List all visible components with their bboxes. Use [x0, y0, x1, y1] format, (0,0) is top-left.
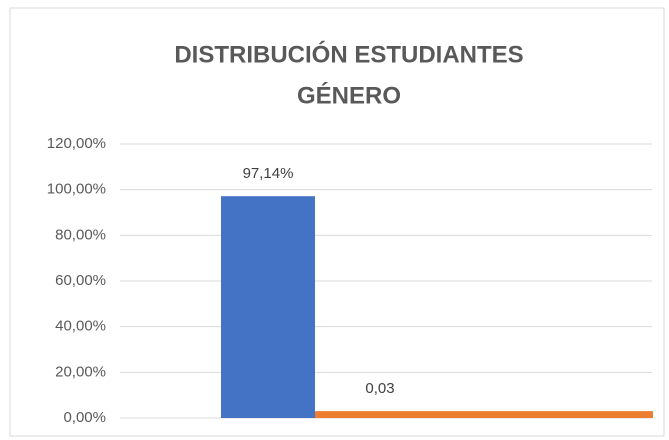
y-tick-label: 100,00% — [47, 181, 106, 198]
bar — [315, 411, 653, 418]
y-tick-label: 60,00% — [55, 272, 106, 289]
bar — [221, 196, 315, 418]
chart-title: DISTRIBUCIÓN ESTUDIANTES — [174, 40, 523, 68]
data-label: 97,14% — [243, 165, 294, 182]
y-tick-label: 0,00% — [63, 409, 106, 426]
chart-title: GÉNERO — [297, 81, 401, 109]
chart-border — [9, 7, 665, 437]
y-tick-label: 20,00% — [55, 363, 106, 380]
data-label: 0,03 — [365, 380, 394, 397]
y-tick-label: 80,00% — [55, 226, 106, 243]
y-tick-label: 40,00% — [55, 318, 106, 335]
y-tick-label: 120,00% — [47, 135, 106, 152]
